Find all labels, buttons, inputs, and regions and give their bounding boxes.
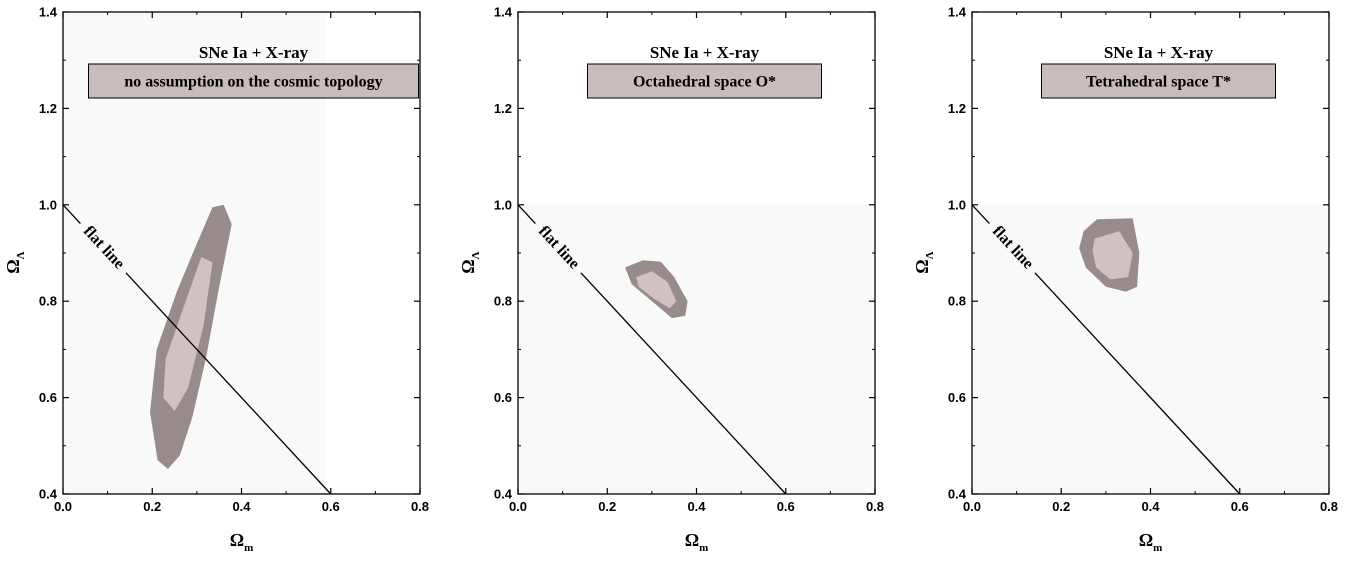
y-tick-label: 0.8 — [948, 294, 966, 309]
y-axis-label: ΩΛ — [912, 251, 936, 273]
x-tick-label: 0.4 — [232, 499, 251, 514]
y-tick-label: 1.2 — [39, 101, 57, 116]
x-tick-label: 0.6 — [777, 499, 795, 514]
allowed-region — [972, 204, 1329, 495]
allowed-region — [518, 204, 875, 495]
y-tick-label: 1.0 — [39, 197, 57, 212]
subtitle-text: no assumption on the cosmic topology — [124, 74, 382, 91]
y-tick-label: 0.6 — [948, 390, 966, 405]
flat-line-segment-lower — [125, 272, 332, 495]
x-tick-label: 0.0 — [54, 499, 72, 514]
y-tick-label: 0.8 — [39, 294, 57, 309]
subtitle-text: Octahedral space O* — [633, 74, 776, 91]
x-tick-label: 0.2 — [598, 499, 616, 514]
y-tick-label: 0.4 — [39, 487, 58, 502]
y-tick-label: 0.4 — [948, 487, 967, 502]
y-tick-label: 1.4 — [948, 5, 967, 20]
x-axis-label: Ωm — [1139, 530, 1163, 554]
subtitle-text: Tetrahedral space T* — [1086, 74, 1231, 91]
y-tick-label: 0.4 — [494, 487, 513, 502]
x-tick-label: 0.0 — [509, 499, 527, 514]
subtitle-box — [88, 63, 419, 99]
y-axis-label: ΩΛ — [458, 251, 482, 273]
x-tick-label: 0.6 — [1231, 499, 1249, 514]
y-tick-label: 1.4 — [494, 5, 513, 20]
subtitle-box — [587, 63, 822, 99]
x-tick-label: 0.8 — [866, 499, 884, 514]
flat-line-segment-lower — [1034, 272, 1241, 495]
x-axis-label: Ωm — [685, 530, 709, 554]
x-tick-label: 0.8 — [1320, 499, 1338, 514]
x-tick-label: 0.2 — [143, 499, 161, 514]
y-tick-label: 1.2 — [948, 101, 966, 116]
y-tick-label: 0.6 — [494, 390, 512, 405]
x-tick-label: 0.6 — [322, 499, 340, 514]
panel-title: SNe Ia + X-ray — [650, 43, 760, 62]
y-tick-label: 1.4 — [39, 5, 58, 20]
subtitle-box — [1041, 63, 1276, 99]
x-axis-label: Ωm — [230, 530, 254, 554]
y-tick-label: 1.0 — [948, 197, 966, 212]
contour-inner — [1092, 231, 1133, 280]
flat-line-segment-upper — [62, 204, 81, 225]
x-tick-label: 0.8 — [411, 499, 429, 514]
x-tick-label: 0.4 — [687, 499, 706, 514]
panel-title: SNe Ia + X-ray — [1104, 43, 1214, 62]
x-tick-label: 0.4 — [1141, 499, 1160, 514]
y-tick-label: 0.6 — [39, 390, 57, 405]
x-tick-label: 0.2 — [1052, 499, 1070, 514]
contour-inner — [636, 271, 677, 309]
y-tick-label: 0.8 — [494, 294, 512, 309]
y-axis-label: ΩΛ — [3, 251, 27, 273]
contour-inner — [163, 256, 213, 412]
y-tick-label: 1.0 — [494, 197, 512, 212]
x-tick-label: 0.0 — [963, 499, 981, 514]
flat-line-segment-upper — [517, 204, 536, 225]
y-tick-label: 1.2 — [494, 101, 512, 116]
panel-title: SNe Ia + X-ray — [199, 43, 309, 62]
flat-line-segment-upper — [971, 204, 990, 225]
flat-line-segment-lower — [580, 272, 787, 495]
